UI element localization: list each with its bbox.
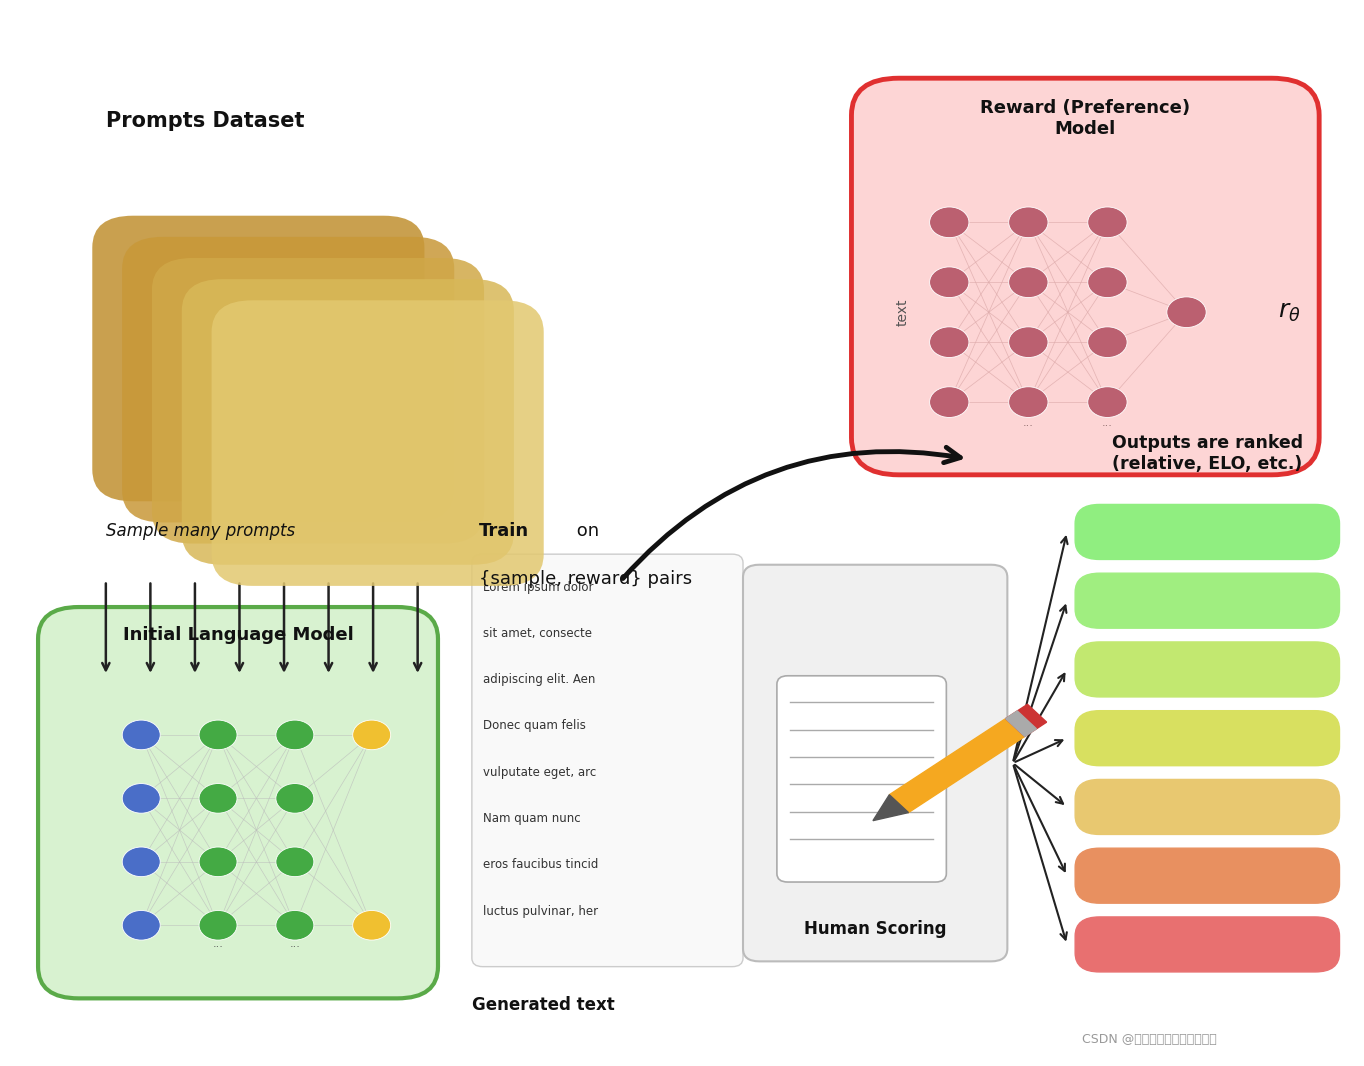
- Circle shape: [1087, 327, 1127, 357]
- Circle shape: [1166, 296, 1206, 327]
- Circle shape: [1009, 327, 1048, 357]
- Circle shape: [276, 847, 314, 876]
- Circle shape: [199, 847, 237, 876]
- Text: Initial Language Model: Initial Language Model: [123, 626, 353, 644]
- Circle shape: [353, 910, 390, 940]
- FancyBboxPatch shape: [472, 554, 743, 967]
- Text: sit amet, consecte: sit amet, consecte: [483, 627, 592, 640]
- Polygon shape: [1005, 711, 1037, 737]
- Text: Sample many prompts: Sample many prompts: [106, 522, 295, 540]
- Text: Prompts Dataset: Prompts Dataset: [106, 111, 304, 131]
- Text: Reward (Preference)
Model: Reward (Preference) Model: [981, 99, 1191, 139]
- Text: vulputate eget, arc: vulputate eget, arc: [483, 765, 596, 778]
- Circle shape: [123, 910, 160, 940]
- Text: text: text: [896, 298, 910, 326]
- Text: $r_\theta$: $r_\theta$: [1278, 301, 1301, 324]
- Text: Lorem ipsum dolor: Lorem ipsum dolor: [483, 581, 593, 594]
- Circle shape: [930, 327, 968, 357]
- FancyBboxPatch shape: [93, 215, 424, 501]
- Circle shape: [930, 387, 968, 418]
- Text: Human Scoring: Human Scoring: [803, 920, 947, 938]
- Polygon shape: [889, 718, 1024, 812]
- FancyBboxPatch shape: [1075, 711, 1339, 765]
- Polygon shape: [873, 795, 908, 821]
- Polygon shape: [1005, 705, 1046, 737]
- Circle shape: [199, 910, 237, 940]
- FancyBboxPatch shape: [1075, 504, 1339, 560]
- Circle shape: [276, 721, 314, 749]
- Text: ...: ...: [213, 939, 224, 950]
- Circle shape: [1009, 266, 1048, 297]
- Text: on: on: [572, 522, 599, 540]
- FancyBboxPatch shape: [1075, 849, 1339, 903]
- Text: Train: Train: [479, 522, 529, 540]
- Text: Outputs are ranked
(relative, ELO, etc.): Outputs are ranked (relative, ELO, etc.): [1112, 434, 1303, 472]
- FancyBboxPatch shape: [743, 565, 1008, 962]
- FancyBboxPatch shape: [181, 279, 514, 565]
- FancyBboxPatch shape: [1075, 574, 1339, 628]
- Circle shape: [276, 910, 314, 940]
- Text: Generated text: Generated text: [472, 997, 615, 1014]
- Circle shape: [1087, 387, 1127, 418]
- Circle shape: [930, 266, 968, 297]
- Circle shape: [123, 784, 160, 813]
- Text: ...: ...: [1102, 418, 1113, 429]
- Circle shape: [199, 784, 237, 813]
- Text: adipiscing elit. Aen: adipiscing elit. Aen: [483, 673, 595, 687]
- Text: {sample, reward} pairs: {sample, reward} pairs: [479, 570, 692, 588]
- Text: luctus pulvinar, her: luctus pulvinar, her: [483, 905, 597, 918]
- FancyBboxPatch shape: [38, 607, 438, 999]
- Circle shape: [1087, 207, 1127, 238]
- FancyBboxPatch shape: [123, 237, 454, 522]
- Text: Nam quam nunc: Nam quam nunc: [483, 812, 580, 825]
- Circle shape: [123, 847, 160, 876]
- Text: Donec quam felis: Donec quam felis: [483, 720, 585, 732]
- FancyBboxPatch shape: [1075, 642, 1339, 697]
- FancyBboxPatch shape: [851, 78, 1319, 474]
- Circle shape: [123, 721, 160, 749]
- Text: eros faucibus tincid: eros faucibus tincid: [483, 858, 597, 871]
- Text: ...: ...: [1023, 418, 1034, 429]
- Circle shape: [199, 721, 237, 749]
- Circle shape: [1087, 266, 1127, 297]
- Text: CSDN @禅与计算机程序设计艺术: CSDN @禅与计算机程序设计艺术: [1082, 1033, 1217, 1046]
- Text: ...: ...: [289, 939, 300, 950]
- Circle shape: [353, 721, 390, 749]
- FancyBboxPatch shape: [1075, 917, 1339, 972]
- Circle shape: [930, 207, 968, 238]
- FancyBboxPatch shape: [777, 676, 947, 882]
- FancyBboxPatch shape: [151, 258, 484, 544]
- Circle shape: [276, 784, 314, 813]
- FancyBboxPatch shape: [211, 301, 544, 586]
- FancyBboxPatch shape: [1075, 779, 1339, 835]
- Circle shape: [1009, 387, 1048, 418]
- Circle shape: [1009, 207, 1048, 238]
